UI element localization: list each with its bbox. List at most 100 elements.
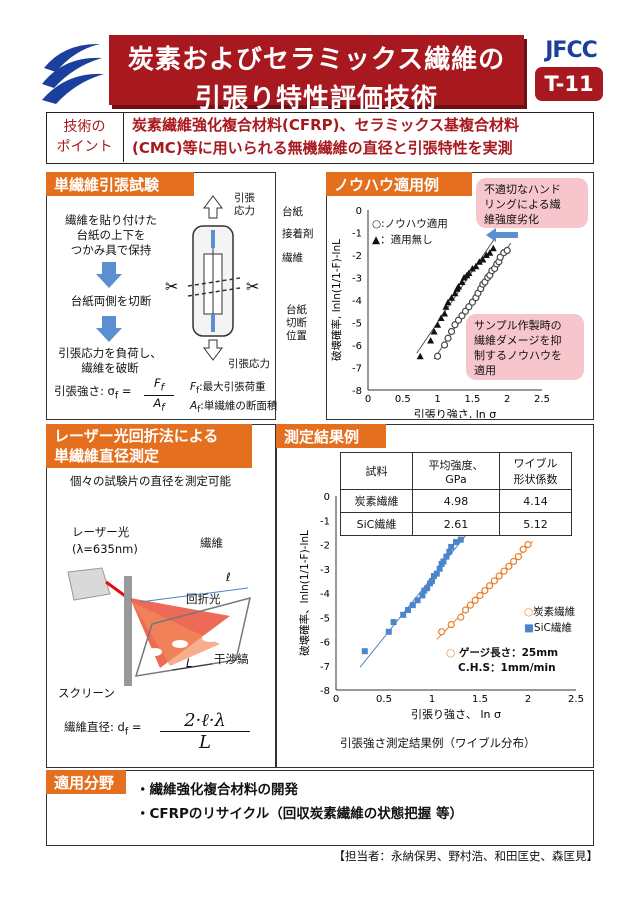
cut-line-2: 切断 [286,317,307,329]
data-point [444,334,452,342]
point-text: 炭素繊維強化複合材料(CFRP)、セラミックス基複合材料 (CMC)等に用いられ… [132,114,592,160]
logo-left-icon [42,43,104,104]
table-cell: 2.61 [412,512,500,536]
data-point [385,628,392,635]
laser-heading-line-2: 単繊維直径測定 [54,447,160,465]
data-point [482,251,490,258]
adhesive-label: 接着剤 [282,228,314,240]
data-point [448,294,456,301]
data-point [465,269,473,276]
def-A: A [190,400,198,413]
data-point [466,601,474,609]
data-point [475,258,483,265]
laser-label-line-2: (λ=635nm) [72,542,138,556]
arrow-down-icon [96,316,122,342]
specimen-diagram: ✂ ✂ [165,195,259,361]
data-point [462,606,470,614]
data-point [447,327,456,336]
stress-top-line-1: 引張 [234,192,255,204]
data-point [454,283,462,290]
table-cell: 4.14 [498,489,573,513]
application-panel [46,770,594,846]
legend-none: ▲：適用無し [372,234,433,246]
data-point [434,321,442,328]
data-point [505,562,513,570]
def-F-sub: f [196,386,200,397]
single-fiber-panel [46,172,276,420]
diameter-eq: = [128,720,142,734]
data-point [409,602,416,609]
def-F: F [190,381,197,393]
point-text-line-1: 炭素繊維強化複合材料(CFRP)、セラミックス基複合材料 [132,116,520,134]
table-header-cell: 試料 [339,452,414,490]
data-point [433,352,442,360]
laser-fiber-label: 繊維 [200,536,223,550]
point-label-line-2: ポイント [56,139,113,155]
legend-sic-text: SiC繊維 [533,622,572,634]
callout-bottom-line-1: サンプル作製時の [474,319,562,332]
def-A-sub: f [197,405,201,416]
data-point [440,558,447,565]
laser-heading-line-1: レーザー光回折法による [54,427,219,445]
table-cell: 4.98 [412,489,500,513]
data-point [414,597,421,604]
screen-label: スクリーン [58,686,115,700]
data-point [427,337,435,344]
x-tick-label: 2 [504,394,510,405]
data-point [458,278,466,285]
callout-top-line-2: リングによる繊 [484,198,561,211]
point-label: 技術の ポイント [46,112,124,162]
data-point [447,620,455,629]
data-point [481,586,489,595]
stress-bottom-label: 引張応力 [228,358,270,370]
th-2-a: ワイブル [513,457,558,470]
data-point [446,548,453,555]
th-2-b: 形状係数 [513,473,558,486]
stress-top-line-2: 応力 [234,205,255,217]
knowhow-heading: ノウハウ適用例 [326,172,472,196]
data-point [495,572,503,580]
step3-line-1: 引張応力を負荷し、 [58,346,162,360]
x-tick-label: 1 [434,394,440,405]
legend-carbon-text: 炭素繊維 [533,606,576,618]
step1-line-1: 繊維を貼り付けた [65,213,157,227]
diameter-label: 繊維直径: d [64,720,125,734]
data-point [424,585,431,592]
x-tick-label: 2.5 [534,394,550,405]
gauge-line-2: C.H.S：1mm/min [458,662,556,674]
y-tick-label: -7 [352,364,362,375]
diameter-fraction: 2·ℓ·λ L [160,710,250,753]
results-caption: 引張強さ測定結果例（ワイブル分布） [340,736,536,750]
step3-text: 引張応力を負荷し、 繊維を破断 [50,346,170,376]
x-axis-label: 引張り強さ, ln σ [414,407,497,418]
data-point [444,298,452,306]
L-label: L [186,656,193,670]
y-tick-label: -8 [352,386,362,397]
data-point [361,648,368,655]
def-F-text: :最大引張荷重 [199,381,266,393]
mount-label: 台紙 [282,206,303,218]
x-tick-label: 1 [429,694,435,705]
x-tick-label: 2 [525,694,531,705]
data-point [457,536,464,543]
x-tick-label: 1.5 [464,394,480,405]
y-tick-label: -1 [352,229,362,240]
point-box [46,112,594,164]
x-tick-label: 0.5 [376,694,392,705]
y-tick-label: -3 [320,565,330,576]
y-tick-label: -7 [320,662,330,673]
data-point [468,265,476,272]
data-point [479,256,487,263]
x-tick-label: 1.5 [472,694,488,705]
y-tick-label: -2 [352,251,362,262]
laser-diagram [67,567,252,686]
y-tick-label: -8 [320,686,330,697]
fiber-label: 繊維 [282,252,303,264]
y-tick-label: 0 [324,492,330,503]
table-row: 炭素繊維 4.98 4.14 [339,489,573,513]
gauge-line-1: ゲージ長さ：25mm [458,647,559,659]
def-A-text: :単繊維の断面積 [200,400,278,413]
legend-carbon: ○炭素繊維 [524,606,576,618]
th-1-b: GPa [445,472,467,486]
x-tick-label: 0.5 [395,394,411,405]
